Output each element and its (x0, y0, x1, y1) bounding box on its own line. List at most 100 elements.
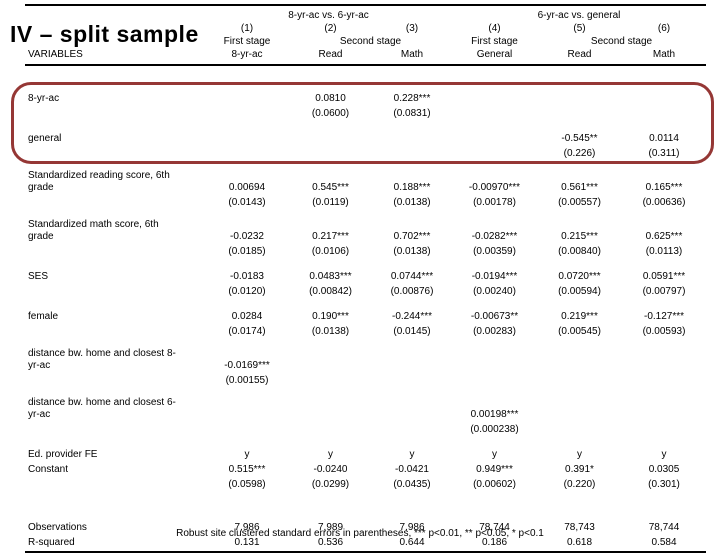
table-row: (0.00155) (25, 372, 706, 387)
table-cell: (0.00842) (309, 286, 352, 297)
table-cell: 7,986 (234, 522, 260, 533)
table-cell: (0.00240) (473, 286, 516, 297)
table-cell: (0.00797) (642, 286, 686, 297)
table-cell: (0.00178) (473, 197, 516, 208)
table-cell: (0.0113) (645, 246, 683, 257)
slide: IV – split sample 8-yr-ac vs. 6-yr-ac 6-… (10, 4, 714, 553)
table-row: 8-yr-ac 0.0810 0.228*** (25, 90, 706, 105)
table-row: Constant 0.515*** -0.0240 -0.0421 0.949*** 0.… (25, 461, 706, 476)
table-cell: -0.0169*** (224, 360, 270, 371)
stage-header-first-1: First stage (223, 36, 271, 47)
table-cell: (0.0106) (311, 246, 350, 257)
table-cell: (0.00594) (558, 286, 601, 297)
table-cell: 0.0591*** (642, 271, 686, 282)
table-cell: y (661, 449, 667, 460)
table-cell: -0.00970*** (468, 182, 521, 193)
table-cell: (0.0143) (228, 197, 266, 208)
table-cell: 0.515*** (228, 464, 266, 475)
table-cell: (0.311) (648, 148, 680, 159)
table-cell: (0.00602) (473, 479, 516, 490)
table-cell: -0.244*** (391, 311, 433, 322)
table-row: (0.0185) (0.0106) (0.0138) (0.00359) (0.0084… (25, 243, 706, 258)
table-row (25, 501, 706, 519)
table-cell: (0.226) (563, 148, 596, 159)
table-cell: 7,989 (317, 522, 344, 533)
table-cell: 0.165*** (645, 182, 683, 193)
table-rule-top (25, 4, 706, 6)
table-cell: 0.0720*** (558, 271, 601, 282)
table-cell: 0.391* (565, 464, 594, 475)
group-header-left: 8-yr-ac vs. 6-yr-ac (288, 10, 369, 21)
table-cell: (0.0138) (311, 326, 350, 337)
table-body-section: 8-yr-ac 0.0810 0.228*** (0.0600) (0.0831) gen… (11, 66, 714, 549)
row-label: general (28, 133, 62, 144)
table-cell: 0.217*** (312, 231, 349, 242)
stage-header-second-2: Second stage (590, 36, 653, 47)
table-cell: 0.702*** (393, 231, 431, 242)
table-cell: -0.0282*** (471, 231, 518, 242)
variables-header: VARIABLES (28, 49, 83, 60)
table-row: (0.0120) (0.00842) (0.00876) (0.00240) (0.00… (25, 283, 706, 298)
table-cell: -0.0240 (313, 464, 348, 475)
table-row: general -0.545** 0.0114 (25, 130, 706, 145)
table-cell: (0.0145) (393, 326, 431, 337)
table-cell: -0.0421 (395, 464, 429, 475)
table-row: Standardized math score, 6th grade -0.023… (25, 219, 706, 243)
table-cell: -0.127*** (643, 311, 685, 322)
slide-title: IV – split sample (10, 21, 199, 48)
col-number-2: (2) (324, 23, 337, 34)
table-cell: (0.0435) (393, 479, 431, 490)
table-row: Observations 7,986 7,989 7,986 78,744 78,743 7… (25, 519, 706, 534)
table-cell: y (244, 449, 250, 460)
table-cell: 0.00198*** (470, 409, 519, 420)
table-row: (0.0143) (0.0119) (0.0138) (0.00178) (0.0055… (25, 194, 706, 209)
table-cell: 0.0810 (315, 93, 346, 104)
table-cell: -0.00673** (470, 311, 519, 322)
table-footnote: Robust site clustered standard errors in… (176, 528, 544, 539)
table-cell: -0.0194*** (471, 271, 518, 282)
group-header-row: 8-yr-ac vs. 6-yr-ac 6-yr-ac vs. general (25, 10, 706, 22)
table-body: Standardized reading score, 6th grade 0.0… (25, 170, 706, 549)
row-label: Standardized math score, 6th grade (28, 219, 159, 242)
table-cell: y (409, 449, 415, 460)
table-cell: (0.220) (563, 479, 596, 490)
table-cell: (0.0119) (312, 197, 349, 208)
table-header: 8-yr-ac vs. 6-yr-ac 6-yr-ac vs. general … (25, 6, 706, 66)
table-cell: (0.0185) (228, 246, 266, 257)
table-cell: 0.625*** (645, 231, 683, 242)
table-cell: (0.00359) (473, 246, 516, 257)
table-cell: 0.228*** (393, 93, 431, 104)
group-header-right: 6-yr-ac vs. general (537, 10, 621, 21)
row-label: Observations (28, 522, 87, 533)
table-cell: 0.00694 (228, 182, 266, 193)
table-cell: -0.0183 (230, 271, 264, 282)
table-row: Ed. provider FE y y y y y y (25, 446, 706, 461)
table-cell: 0.0305 (648, 464, 680, 475)
table-cell: y (492, 449, 497, 460)
table-row: (0.0598) (0.0299) (0.0435) (0.00602) (0.220)… (25, 476, 706, 491)
col-variable-3: Math (400, 49, 424, 60)
col-variable-5: Read (567, 49, 592, 60)
table-cell: 78,744 (479, 522, 510, 533)
stage-header-second-1: Second stage (339, 36, 402, 47)
col-variable-4: General (476, 49, 513, 60)
col-variable-6: Math (652, 49, 676, 60)
table-cell: (0.0120) (228, 286, 266, 297)
table-cell: y (577, 449, 582, 460)
table-cell: (0.0831) (393, 108, 431, 119)
table-row: SES -0.0183 0.0483*** 0.0744*** -0.0194*** 0.… (25, 268, 706, 283)
highlight-rows: 8-yr-ac 0.0810 0.228*** (0.0600) (0.0831) gen… (11, 82, 714, 164)
table-row: (0.226) (0.311) (25, 145, 706, 160)
col-number-1: (1) (240, 23, 254, 34)
table-cell: (0.0174) (228, 326, 266, 337)
table-cell: (0.0138) (393, 197, 431, 208)
table-row: distance bw. home and closest 8-yr-ac -0.… (25, 348, 706, 372)
table-cell: (0.0138) (393, 246, 431, 257)
row-label: SES (28, 271, 49, 282)
col-number-5: (5) (573, 23, 586, 34)
table-row: female 0.0284 0.190*** -0.244*** -0.00673** 0… (25, 308, 706, 323)
col-variable-2: Read (318, 49, 343, 60)
table-cell: -0.545** (561, 133, 598, 144)
table-cell: 0.215*** (561, 231, 598, 242)
table-row: distance bw. home and closest 6-yr-ac 0.0… (25, 397, 706, 421)
